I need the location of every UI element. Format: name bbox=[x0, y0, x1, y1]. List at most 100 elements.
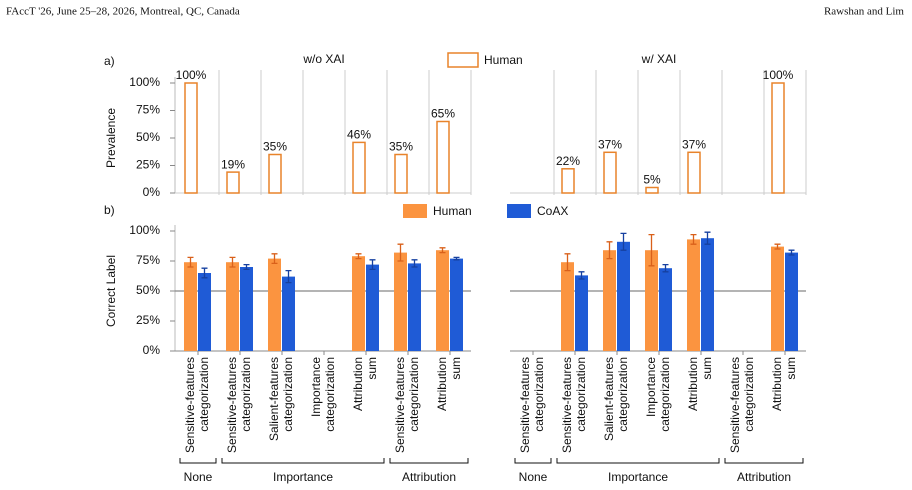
value-label: 37% bbox=[598, 137, 622, 151]
x-tick-label: Sensitive-features bbox=[183, 357, 197, 453]
bar bbox=[352, 256, 365, 351]
x-tick-label: categorization bbox=[658, 357, 672, 432]
group-label: None bbox=[184, 470, 213, 484]
bar bbox=[184, 262, 197, 351]
error-bar bbox=[355, 253, 362, 260]
error-bar bbox=[369, 259, 376, 271]
value-label: 19% bbox=[221, 157, 245, 171]
error-bar bbox=[243, 263, 250, 271]
y-tick-label: 75% bbox=[136, 253, 160, 267]
x-tick-label: Attribution bbox=[435, 357, 449, 411]
value-label: 100% bbox=[176, 68, 207, 82]
bar bbox=[184, 82, 198, 194]
value-label: 65% bbox=[431, 107, 455, 121]
group-bracket bbox=[389, 458, 469, 464]
error-bar bbox=[439, 247, 446, 254]
group-bracket bbox=[221, 458, 385, 464]
group-bracket bbox=[514, 458, 552, 464]
group-bracket bbox=[724, 458, 804, 464]
value-label: 35% bbox=[263, 140, 287, 154]
x-tick-label: categorization bbox=[574, 357, 588, 432]
bar bbox=[366, 264, 379, 351]
bar bbox=[408, 263, 421, 351]
y-tick-label: 0% bbox=[143, 185, 161, 199]
error-bar bbox=[187, 256, 194, 268]
bar bbox=[603, 151, 617, 194]
bar bbox=[603, 250, 616, 351]
bar bbox=[394, 252, 407, 351]
bar bbox=[436, 120, 450, 194]
x-tick-label: categorization bbox=[323, 357, 337, 432]
y-tick-label: 100% bbox=[129, 223, 160, 237]
error-bar bbox=[229, 256, 236, 268]
x-tick-label: Salient-features bbox=[267, 357, 281, 441]
legend-label: CoAX bbox=[537, 204, 568, 218]
x-tick-label: Attribution bbox=[770, 357, 784, 411]
bar bbox=[226, 171, 240, 194]
legend-label: Human bbox=[484, 53, 523, 67]
y-tick-label: 0% bbox=[143, 343, 161, 357]
value-label: 100% bbox=[763, 68, 794, 82]
y-tick-label: 25% bbox=[136, 158, 160, 172]
error-bar bbox=[774, 243, 781, 250]
bar bbox=[575, 275, 588, 351]
x-tick-label: Importance bbox=[644, 357, 658, 417]
x-tick-label: Sensitive-features bbox=[225, 357, 239, 453]
x-tick-label: Sensitive-features bbox=[560, 357, 574, 453]
bar bbox=[240, 267, 253, 351]
error-bar bbox=[620, 232, 627, 251]
x-tick-label: sum bbox=[784, 357, 798, 380]
x-tick-label: sum bbox=[700, 357, 714, 380]
facet-title: w/ XAI bbox=[641, 52, 677, 66]
x-tick-label: sum bbox=[365, 357, 379, 380]
running-authors: Rawshan and Lim bbox=[824, 6, 904, 18]
bar bbox=[436, 250, 449, 351]
error-bar bbox=[690, 233, 697, 245]
value-label: 46% bbox=[347, 128, 371, 142]
group-label: Attribution bbox=[737, 470, 791, 484]
error-bar bbox=[704, 231, 711, 245]
error-bar bbox=[648, 233, 655, 267]
y-axis-title: Prevalence bbox=[104, 108, 118, 168]
x-tick-label: categorization bbox=[239, 357, 253, 432]
x-tick-label: categorization bbox=[742, 357, 756, 432]
bar bbox=[226, 262, 239, 351]
error-bar bbox=[564, 253, 571, 272]
error-bar bbox=[271, 253, 278, 265]
bar bbox=[282, 276, 295, 351]
bar bbox=[617, 241, 630, 351]
x-tick-label: Sensitive-features bbox=[728, 357, 742, 453]
value-label: 37% bbox=[682, 137, 706, 151]
group-bracket bbox=[556, 458, 720, 464]
running-header: FAccT '26, June 25–28, 2026, Montreal, Q… bbox=[6, 6, 240, 18]
bar bbox=[701, 238, 714, 351]
error-bar bbox=[397, 243, 404, 262]
panel-label: b) bbox=[104, 203, 115, 217]
error-bar bbox=[411, 259, 418, 268]
bar bbox=[450, 258, 463, 351]
x-tick-label: categorization bbox=[532, 357, 546, 432]
value-label: 35% bbox=[389, 140, 413, 154]
x-tick-label: Salient-features bbox=[602, 357, 616, 441]
x-tick-label: categorization bbox=[616, 357, 630, 432]
y-tick-label: 25% bbox=[136, 313, 160, 327]
facet-title: w/o XAI bbox=[302, 52, 344, 66]
y-tick-label: 100% bbox=[129, 75, 160, 89]
group-label: Attribution bbox=[402, 470, 456, 484]
value-label: 22% bbox=[556, 154, 580, 168]
group-bracket bbox=[179, 458, 217, 464]
bar bbox=[645, 250, 658, 351]
error-bar bbox=[606, 241, 613, 260]
x-tick-label: Sensitive-features bbox=[518, 357, 532, 453]
x-tick-label: categorization bbox=[407, 357, 421, 432]
y-tick-label: 75% bbox=[136, 103, 160, 117]
group-label: None bbox=[519, 470, 548, 484]
y-tick-label: 50% bbox=[136, 130, 160, 144]
bar bbox=[268, 258, 281, 351]
error-bar bbox=[453, 256, 460, 261]
error-bar bbox=[662, 263, 669, 273]
error-bar bbox=[578, 271, 585, 280]
bar bbox=[561, 262, 574, 351]
error-bar bbox=[201, 267, 208, 279]
x-tick-label: Importance bbox=[309, 357, 323, 417]
